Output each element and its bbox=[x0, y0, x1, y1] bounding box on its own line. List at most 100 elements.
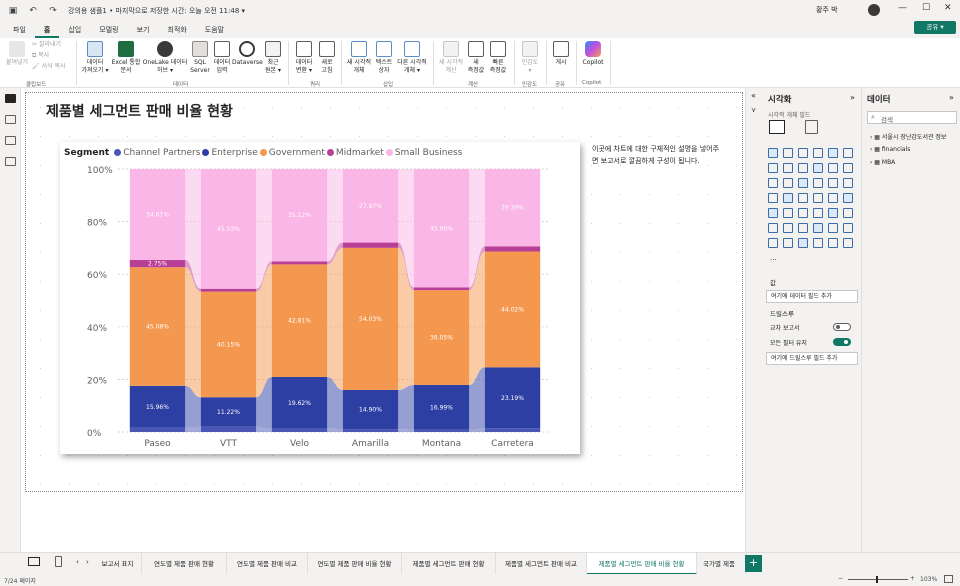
enter-data-button[interactable]: 데이터 입력 bbox=[212, 41, 232, 74]
redo-icon[interactable]: ↷ bbox=[49, 6, 57, 16]
drillthrough-field-well[interactable]: 여기에 드릴스루 필드 추가 bbox=[766, 352, 858, 365]
bar-segment[interactable] bbox=[342, 247, 399, 390]
bar-segment[interactable] bbox=[484, 251, 541, 368]
series-ribbon[interactable] bbox=[398, 247, 414, 390]
save-icon[interactable]: ▣ bbox=[8, 6, 18, 16]
model-view-icon[interactable] bbox=[5, 136, 16, 145]
series-ribbon[interactable] bbox=[327, 376, 343, 430]
new-measure-button[interactable]: 새 측정값 bbox=[466, 41, 486, 74]
values-field-well[interactable]: 여기에 데이터 필드 추가 bbox=[766, 290, 858, 303]
page-tab[interactable]: 연도별 제품 판매 현황 bbox=[142, 553, 227, 575]
tab-optimize[interactable]: 최적화 bbox=[167, 26, 187, 34]
series-ribbon[interactable] bbox=[469, 428, 485, 432]
search-input[interactable]: ⌕ 검색 bbox=[867, 111, 957, 124]
series-ribbon[interactable] bbox=[256, 261, 272, 292]
dax-query-view-icon[interactable] bbox=[5, 157, 16, 166]
bar-segment[interactable] bbox=[484, 367, 541, 429]
more-visuals-icon[interactable]: ··· bbox=[770, 256, 777, 264]
visual-type-icon[interactable] bbox=[828, 178, 838, 188]
legend-item[interactable]: Government bbox=[258, 148, 325, 158]
scroll-right-icon[interactable]: › bbox=[86, 558, 89, 566]
more-visuals-button[interactable]: 다른 시각적 개체 ▾ bbox=[396, 41, 428, 74]
bar-segment[interactable] bbox=[271, 428, 328, 432]
bar-segment[interactable] bbox=[342, 389, 399, 430]
page-tab[interactable]: 제품별 세그먼트 판매 비교 bbox=[496, 553, 587, 575]
visual-type-icon[interactable] bbox=[813, 208, 823, 218]
visual-type-icon[interactable] bbox=[768, 208, 778, 218]
desktop-layout-icon[interactable] bbox=[28, 557, 40, 566]
visual-type-icon[interactable] bbox=[798, 193, 808, 203]
bar-segment[interactable] bbox=[413, 287, 470, 291]
transform-data-button[interactable]: 데이터 변환 ▾ bbox=[292, 41, 316, 74]
bar-segment[interactable] bbox=[271, 261, 328, 265]
report-page[interactable] bbox=[25, 92, 743, 492]
bar-segment[interactable] bbox=[129, 267, 186, 386]
page-tab[interactable]: 제품별 세그먼트 판매 비율 현황 bbox=[587, 553, 697, 575]
visual-type-icon[interactable] bbox=[813, 193, 823, 203]
copy-button[interactable]: ⧉ 복사 bbox=[32, 52, 50, 59]
share-button[interactable]: 공유 ▾ bbox=[914, 21, 956, 34]
table-item[interactable]: › ▦ financials bbox=[870, 146, 911, 153]
series-ribbon[interactable] bbox=[469, 251, 485, 385]
maximize-button[interactable]: ☐ bbox=[922, 3, 931, 13]
series-ribbon[interactable] bbox=[256, 376, 272, 429]
zoom-out-button[interactable]: − bbox=[838, 575, 844, 582]
bar-segment[interactable] bbox=[484, 246, 541, 252]
visual-type-icon[interactable] bbox=[828, 223, 838, 233]
visual-type-icon[interactable] bbox=[828, 193, 838, 203]
bar-segment[interactable] bbox=[342, 429, 399, 432]
visual-type-icon[interactable] bbox=[813, 223, 823, 233]
tab-modeling[interactable]: 모델링 bbox=[99, 26, 119, 34]
bar-segment[interactable] bbox=[342, 169, 399, 243]
series-ribbon[interactable] bbox=[398, 242, 414, 291]
cross-report-toggle[interactable] bbox=[833, 323, 851, 331]
series-ribbon[interactable] bbox=[327, 247, 343, 390]
paste-button[interactable]: 붙여넣기 bbox=[4, 41, 30, 67]
bar-segment[interactable] bbox=[413, 429, 470, 432]
bar-segment[interactable] bbox=[200, 291, 257, 398]
description-textbox[interactable]: 이곳에 차트에 대한 구체적인 설명을 넣어주면 보고서로 깔끔하게 구성이 됩… bbox=[592, 145, 720, 165]
series-ribbon[interactable] bbox=[398, 384, 414, 430]
visual-type-icon[interactable] bbox=[783, 178, 793, 188]
dataverse-button[interactable]: Dataverse bbox=[232, 41, 263, 67]
bar-segment[interactable] bbox=[200, 426, 257, 432]
visual-type-icon[interactable] bbox=[783, 238, 793, 248]
visual-type-icon[interactable] bbox=[783, 193, 793, 203]
bar-segment[interactable] bbox=[129, 427, 186, 432]
visual-type-icon[interactable] bbox=[768, 163, 778, 173]
zoom-in-button[interactable]: + bbox=[910, 575, 916, 582]
visual-type-icon[interactable] bbox=[768, 193, 778, 203]
visual-type-icon[interactable] bbox=[813, 238, 823, 248]
bar-segment[interactable] bbox=[200, 397, 257, 427]
tab-help[interactable]: 도움말 bbox=[204, 26, 225, 34]
visual-type-icon[interactable] bbox=[768, 178, 778, 188]
visual-type-icon[interactable] bbox=[843, 163, 853, 173]
visual-type-icon[interactable] bbox=[783, 148, 793, 158]
zoom-slider-thumb[interactable] bbox=[876, 576, 878, 583]
visual-type-icon[interactable] bbox=[798, 208, 808, 218]
get-data-button[interactable]: 데이터 가져오기 ▾ bbox=[80, 41, 110, 74]
visual-type-icon[interactable] bbox=[768, 148, 778, 158]
bar-segment[interactable] bbox=[413, 169, 470, 288]
format-painter-button[interactable]: 🖌 서식 복사 bbox=[32, 63, 66, 70]
bar-segment[interactable] bbox=[413, 290, 470, 385]
series-ribbon[interactable] bbox=[185, 260, 201, 292]
filter-icon[interactable]: ⋎ bbox=[751, 106, 757, 114]
new-visual-button[interactable]: 새 시각적 개체 bbox=[345, 41, 373, 74]
series-ribbon[interactable] bbox=[185, 267, 201, 398]
mobile-layout-icon[interactable] bbox=[55, 556, 62, 567]
scroll-left-icon[interactable]: ‹ bbox=[76, 558, 79, 566]
visual-type-icon[interactable] bbox=[813, 163, 823, 173]
bar-segment[interactable] bbox=[271, 169, 328, 262]
cut-button[interactable]: ✂ 잘라내기 bbox=[32, 41, 62, 48]
series-ribbon[interactable] bbox=[398, 169, 414, 288]
visual-type-icon[interactable] bbox=[843, 238, 853, 248]
legend-item[interactable]: Midmarket bbox=[325, 148, 384, 158]
visual-type-icon[interactable] bbox=[798, 223, 808, 233]
page-tab[interactable]: 제품별 세그먼트 판매 현황 bbox=[402, 553, 496, 575]
bar-segment[interactable] bbox=[200, 169, 257, 289]
page-tab[interactable]: 보고서 표지 bbox=[94, 553, 142, 575]
keep-filters-toggle[interactable] bbox=[833, 338, 851, 346]
expand-right-icon[interactable]: » bbox=[850, 93, 855, 102]
legend-item[interactable]: Small Business bbox=[384, 148, 462, 158]
